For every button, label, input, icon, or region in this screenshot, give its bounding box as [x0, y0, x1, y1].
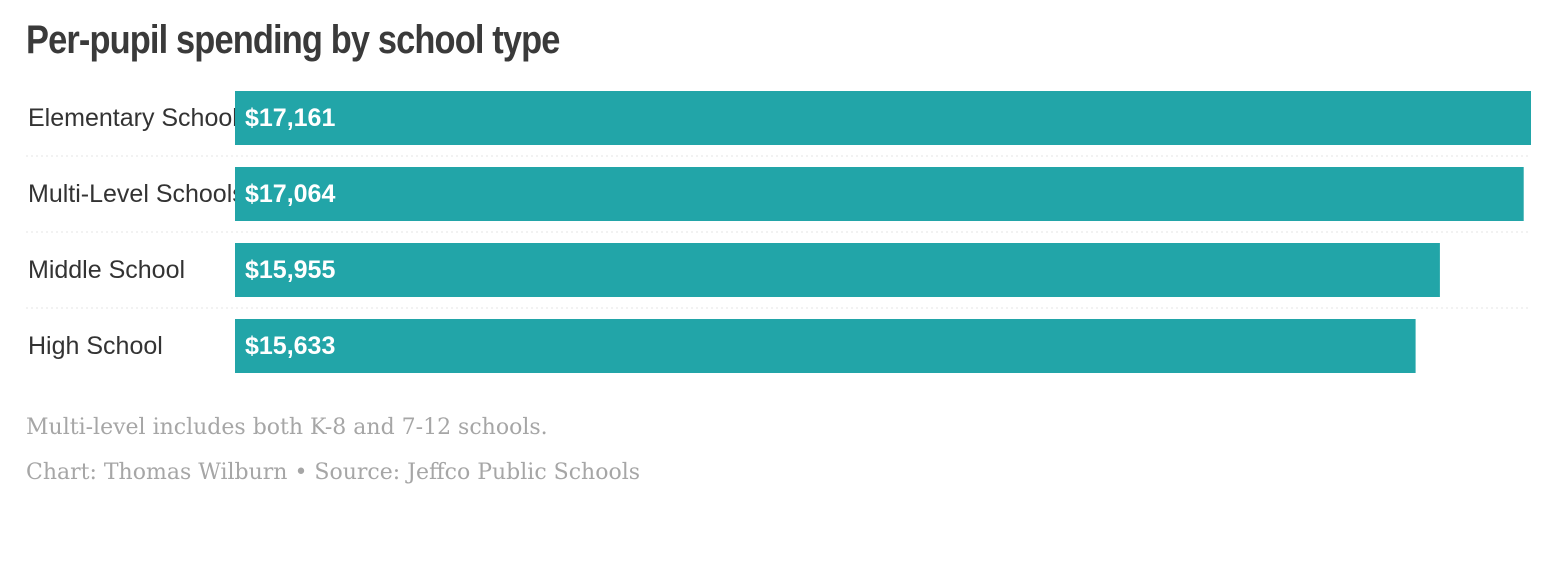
category-label: Multi-Level Schools [28, 180, 245, 208]
bar [235, 243, 1440, 297]
bar [235, 167, 1524, 221]
value-label: $15,633 [245, 332, 335, 360]
chart-title: Per-pupil spending by school type [26, 18, 560, 62]
value-label: $15,955 [245, 256, 335, 284]
value-label: $17,064 [245, 180, 335, 208]
category-label: High School [28, 332, 163, 360]
chart-credit: Chart: Thomas Wilburn • Source: Jeffco P… [26, 460, 641, 485]
bar [235, 319, 1416, 373]
category-label: Middle School [28, 256, 185, 284]
value-label: $17,161 [245, 104, 335, 132]
bar-chart: Elementary School $17,161 Multi-Level Scho… [26, 91, 1531, 373]
category-label: Elementary School [28, 104, 238, 132]
bar [235, 91, 1531, 145]
chart-note: Multi-level includes both K-8 and 7-12 s… [26, 415, 548, 440]
